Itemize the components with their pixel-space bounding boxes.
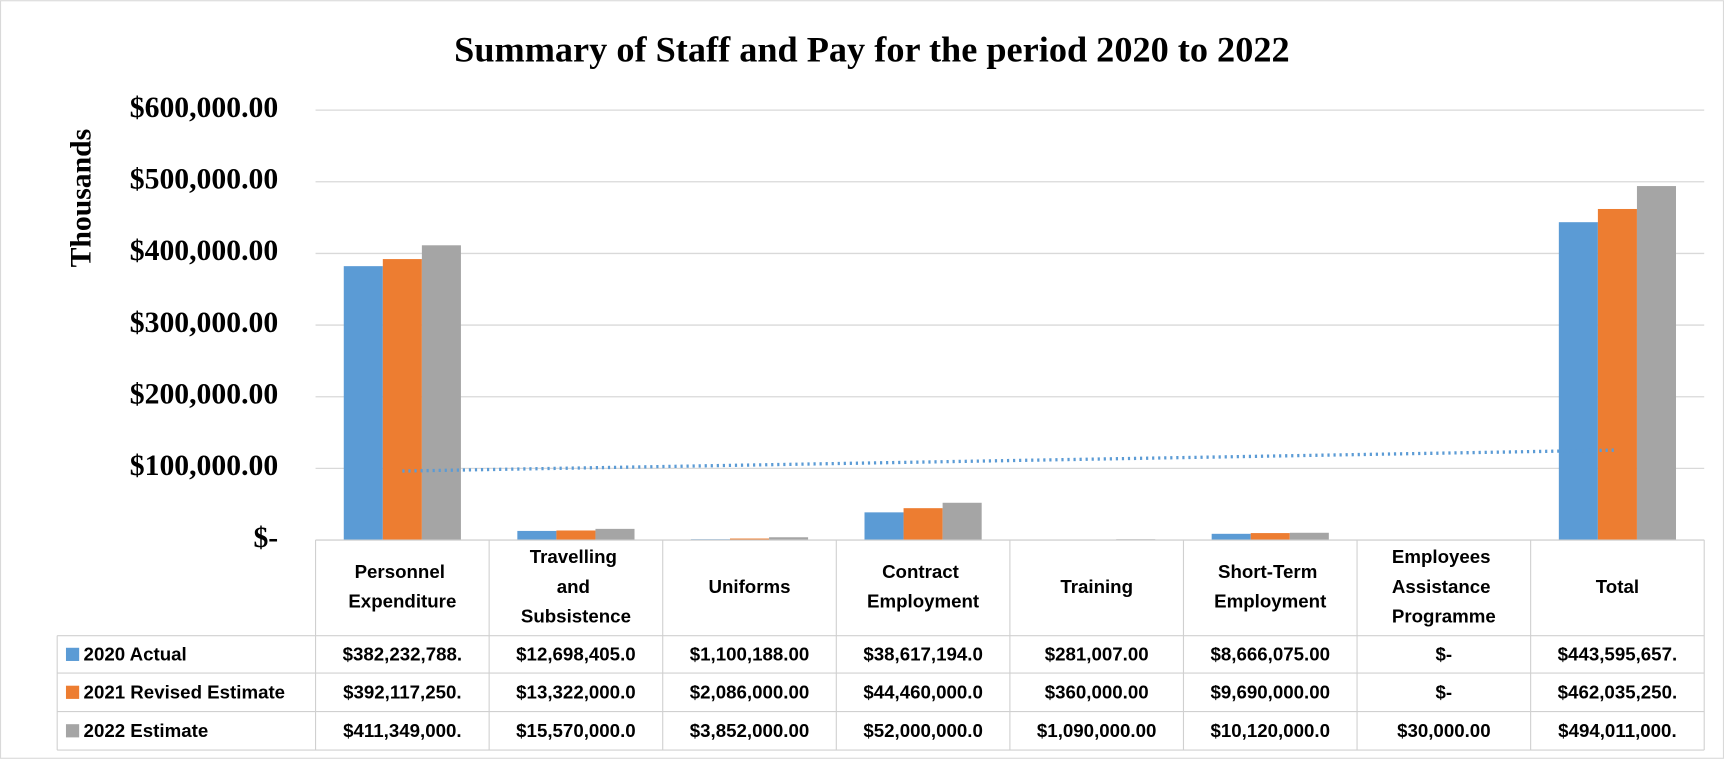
chart-title: Summary of Staff and Pay for the period … (454, 29, 1289, 69)
bar (556, 530, 596, 541)
data-label: $462,035,250. (1558, 681, 1678, 702)
y-tick-label: $100,000.00 (130, 450, 278, 482)
y-tick-label: $400,000.00 (130, 235, 278, 267)
data-label: $30,000.00 (1397, 720, 1491, 741)
bar (1250, 533, 1290, 541)
bar (595, 528, 635, 541)
legend-label: 2022 Estimate (84, 720, 209, 741)
data-label: $1,100,188.00 (690, 643, 810, 664)
x-tick-label: Employees Assistance Programme (1392, 546, 1496, 626)
x-tick-label: Contract Employment (867, 561, 979, 612)
bar (1597, 208, 1637, 541)
data-label: $38,617,194.0 (863, 643, 983, 664)
bar (517, 530, 557, 541)
data-label: $281,007.00 (1045, 643, 1149, 664)
data-label: $3,852,000.00 (690, 720, 810, 741)
data-label: $2,086,000.00 (690, 681, 810, 702)
legend-label: 2021 Revised Estimate (84, 681, 286, 702)
bar (1558, 222, 1598, 541)
data-label: $9,690,000.00 (1210, 681, 1330, 702)
bar (421, 245, 461, 541)
bar (864, 512, 904, 541)
x-tick-label: Travelling and Subsistence (521, 546, 631, 626)
bar (903, 508, 943, 541)
data-label: $13,322,000.0 (516, 681, 636, 702)
data-label: $44,460,000.0 (863, 681, 983, 702)
legend-swatch (65, 724, 80, 738)
data-label: $360,000.00 (1045, 681, 1149, 702)
data-label: $10,120,000.0 (1210, 720, 1330, 741)
x-tick-label: Total (1596, 576, 1639, 597)
bar (769, 537, 809, 541)
y-tick-label: $200,000.00 (130, 379, 278, 411)
legend-label: 2020 Actual (84, 643, 187, 664)
y-tick-label: $600,000.00 (130, 92, 278, 124)
x-tick-label: Short-Term Employment (1214, 561, 1326, 612)
bar (1636, 186, 1677, 541)
data-label: $443,595,657. (1558, 643, 1678, 664)
bar (729, 538, 770, 541)
data-label: $411,349,000. (343, 720, 461, 741)
data-label: $15,570,000.0 (516, 720, 636, 741)
legend-swatch (65, 647, 80, 661)
data-label: $382,232,788. (343, 643, 463, 664)
data-label: $12,698,405.0 (516, 643, 636, 664)
data-label: $- (1436, 643, 1453, 664)
legend-swatch (65, 685, 80, 699)
y-tick-label: $300,000.00 (130, 307, 278, 339)
y-axis-label: Thousands (65, 129, 97, 268)
x-tick-label: Uniforms (708, 576, 790, 597)
data-label: $1,090,000.00 (1037, 720, 1157, 741)
bar (343, 266, 383, 541)
x-tick-label: Personnel Expenditure (348, 561, 456, 612)
bar (382, 259, 422, 541)
bar (1289, 532, 1329, 541)
y-tick-label: $500,000.00 (130, 164, 278, 196)
data-label: $392,117,250. (343, 681, 461, 702)
y-tick-label: $- (253, 522, 278, 554)
bar (942, 502, 982, 541)
x-tick-label: Training (1060, 576, 1133, 597)
data-label: $52,000,000.0 (863, 720, 983, 741)
data-label: $494,011,000. (1558, 720, 1676, 741)
data-label: $8,666,075.00 (1210, 643, 1330, 664)
data-label: $- (1436, 681, 1453, 702)
bar (1211, 533, 1251, 541)
